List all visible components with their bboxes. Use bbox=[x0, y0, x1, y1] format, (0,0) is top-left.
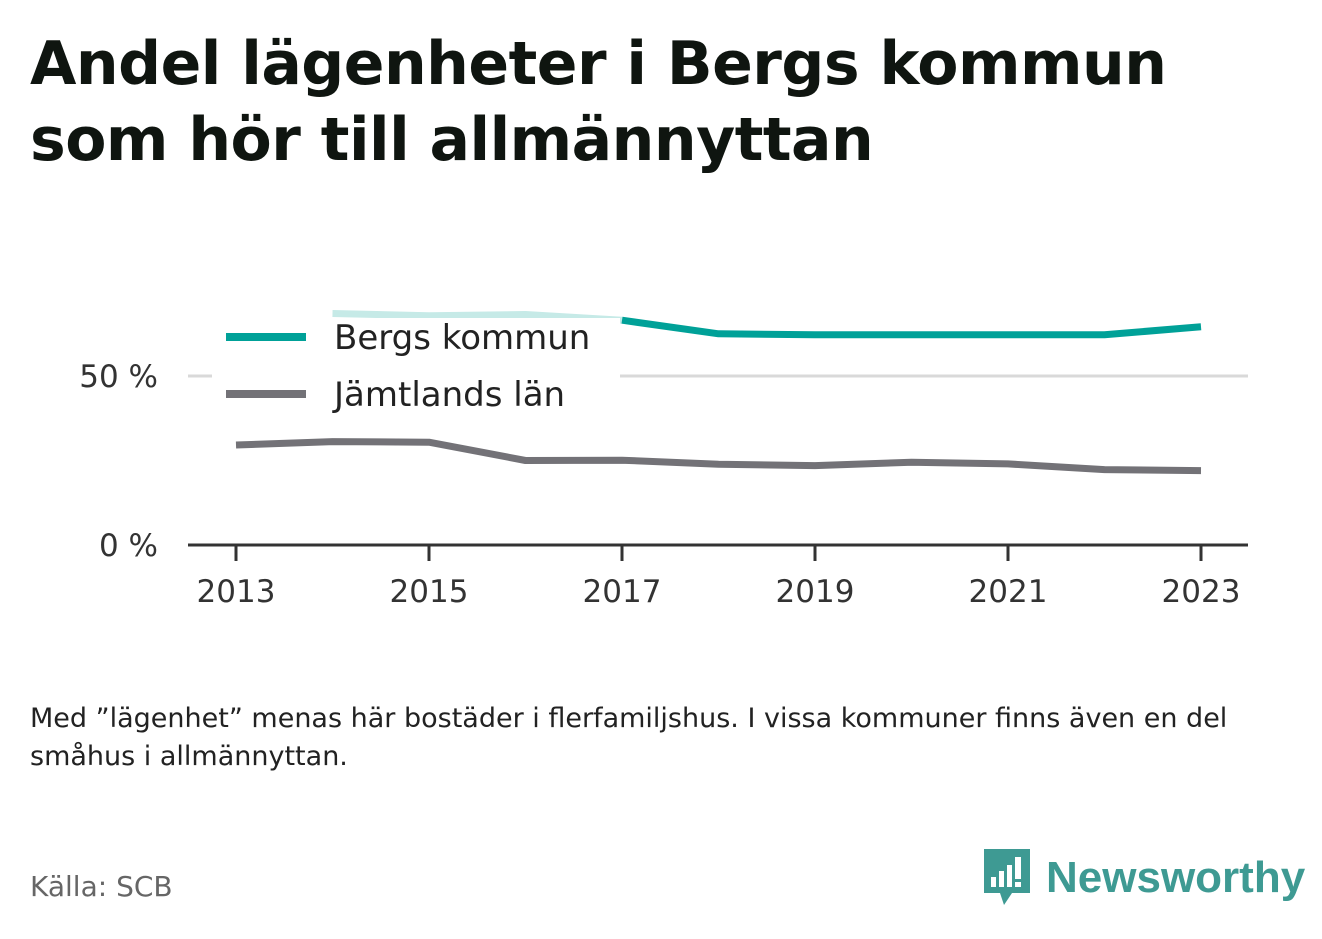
x-tick-label: 2013 bbox=[197, 574, 276, 610]
y-tick-label: 50 % bbox=[79, 359, 158, 395]
brand-logo: Newsworthy bbox=[982, 846, 1305, 910]
brand-name: Newsworthy bbox=[1046, 853, 1306, 902]
legend-label: Jämtlands län bbox=[332, 375, 565, 415]
chart-title: Andel lägenheter i Bergs kommun som hör … bbox=[30, 29, 1167, 175]
series-line-faded bbox=[332, 310, 623, 324]
series-lines bbox=[235, 310, 1202, 475]
x-tick-label: 2017 bbox=[583, 574, 662, 610]
x-tick-label: 2015 bbox=[390, 574, 469, 610]
y-tick-label: 0 % bbox=[99, 528, 158, 564]
newsworthy-logo-icon bbox=[984, 849, 1030, 905]
x-tick-label: 2021 bbox=[969, 574, 1048, 610]
series-line bbox=[235, 438, 1202, 475]
x-axis bbox=[188, 543, 1248, 561]
line-chart: 0 % 50 % 2013 2015 2017 2019 2021 2023 Bergs k… bbox=[79, 310, 1248, 610]
x-tick-label: 2023 bbox=[1162, 574, 1241, 610]
x-tick-label: 2019 bbox=[776, 574, 855, 610]
legend: Bergs kommun Jämtlands län bbox=[212, 318, 620, 426]
legend-label: Bergs kommun bbox=[334, 318, 590, 358]
source-label: Källa: SCB bbox=[30, 870, 173, 903]
chart-note: Med ”lägenhet” menas här bostäder i fler… bbox=[30, 703, 1228, 772]
y-axis-labels: 0 % 50 % bbox=[79, 359, 158, 564]
x-axis-labels: 2013 2015 2017 2019 2021 2023 bbox=[197, 574, 1241, 610]
series-line bbox=[621, 316, 1202, 339]
